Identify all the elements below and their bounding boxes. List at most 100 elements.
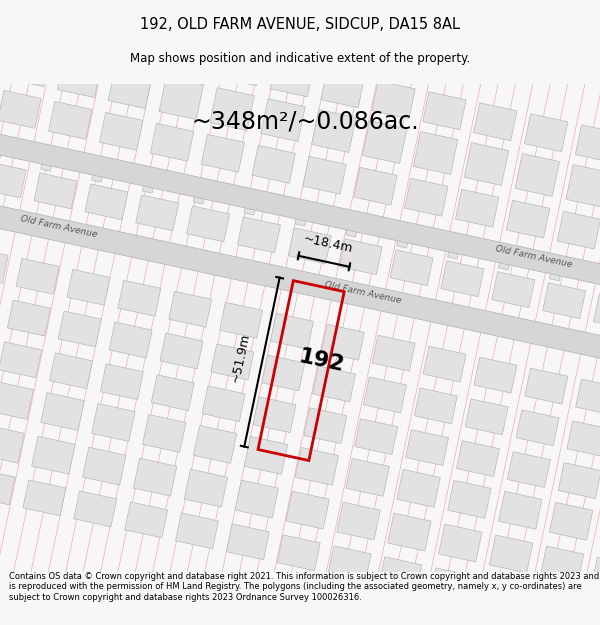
Polygon shape [441, 261, 484, 297]
Polygon shape [346, 459, 389, 496]
Polygon shape [83, 448, 126, 485]
Polygon shape [448, 247, 460, 259]
Polygon shape [41, 159, 53, 171]
Polygon shape [328, 546, 371, 582]
Polygon shape [118, 26, 161, 64]
Polygon shape [362, 121, 407, 163]
Polygon shape [524, 114, 568, 152]
Polygon shape [550, 503, 593, 540]
Text: Contains OS data © Crown copyright and database right 2021. This information is : Contains OS data © Crown copyright and d… [9, 572, 599, 602]
Polygon shape [413, 132, 458, 174]
Polygon shape [277, 535, 320, 571]
Polygon shape [423, 92, 466, 130]
Polygon shape [187, 206, 230, 242]
Polygon shape [558, 462, 600, 499]
Polygon shape [397, 236, 409, 248]
Polygon shape [364, 377, 406, 413]
Polygon shape [550, 269, 561, 281]
Polygon shape [238, 217, 280, 252]
Polygon shape [244, 203, 256, 215]
Text: Map shows position and indicative extent of the property.: Map shows position and indicative extent… [130, 52, 470, 65]
Polygon shape [499, 258, 511, 270]
Polygon shape [34, 173, 77, 209]
Polygon shape [406, 430, 449, 466]
Polygon shape [311, 109, 356, 152]
Polygon shape [321, 70, 364, 108]
Polygon shape [67, 269, 110, 305]
Polygon shape [0, 91, 41, 128]
Polygon shape [464, 142, 509, 186]
Polygon shape [0, 425, 24, 463]
Polygon shape [220, 302, 263, 338]
Polygon shape [583, 601, 600, 625]
Polygon shape [74, 491, 117, 527]
Polygon shape [202, 386, 245, 422]
Polygon shape [32, 436, 75, 474]
Polygon shape [109, 322, 152, 358]
Polygon shape [193, 426, 237, 463]
Polygon shape [439, 524, 482, 562]
Polygon shape [372, 81, 415, 119]
Polygon shape [0, 469, 15, 505]
Polygon shape [0, 0, 8, 31]
Polygon shape [58, 311, 101, 347]
Polygon shape [575, 125, 600, 162]
Polygon shape [169, 291, 212, 327]
Polygon shape [108, 66, 152, 109]
Polygon shape [160, 333, 203, 369]
Polygon shape [448, 481, 491, 518]
Polygon shape [593, 294, 600, 329]
Polygon shape [457, 441, 499, 476]
Polygon shape [506, 200, 550, 238]
Polygon shape [143, 414, 186, 452]
Polygon shape [16, 258, 59, 294]
Text: ~18.4m: ~18.4m [302, 232, 353, 255]
Polygon shape [423, 346, 466, 382]
Polygon shape [41, 392, 84, 431]
Polygon shape [92, 404, 135, 441]
Polygon shape [304, 408, 347, 444]
Polygon shape [92, 170, 103, 182]
Polygon shape [7, 300, 50, 336]
Polygon shape [566, 164, 600, 208]
Polygon shape [379, 557, 422, 592]
Polygon shape [0, 0, 600, 350]
Polygon shape [404, 178, 448, 216]
Polygon shape [372, 335, 415, 371]
Polygon shape [289, 228, 331, 264]
Polygon shape [532, 590, 575, 625]
Polygon shape [355, 419, 398, 454]
Polygon shape [415, 388, 457, 424]
Text: 192, OLD FARM AVENUE, SIDCUP, DA15 8AL: 192, OLD FARM AVENUE, SIDCUP, DA15 8AL [140, 17, 460, 32]
Polygon shape [286, 491, 329, 529]
Polygon shape [474, 357, 517, 393]
Polygon shape [575, 379, 600, 415]
Polygon shape [515, 154, 560, 196]
Polygon shape [525, 368, 568, 404]
Polygon shape [337, 502, 380, 540]
Polygon shape [49, 101, 92, 139]
Polygon shape [499, 491, 542, 529]
Polygon shape [253, 397, 296, 432]
Polygon shape [0, 162, 26, 198]
Polygon shape [125, 502, 167, 538]
Polygon shape [58, 55, 102, 98]
Polygon shape [244, 436, 287, 474]
Polygon shape [219, 48, 263, 86]
Text: 192: 192 [297, 346, 346, 376]
Polygon shape [133, 458, 177, 496]
Polygon shape [136, 195, 179, 231]
Polygon shape [516, 410, 559, 446]
Polygon shape [0, 148, 2, 160]
Polygon shape [0, 342, 41, 377]
Polygon shape [481, 579, 524, 614]
Polygon shape [0, 18, 600, 421]
Polygon shape [210, 88, 254, 131]
Polygon shape [0, 248, 8, 283]
Polygon shape [235, 480, 278, 518]
Polygon shape [169, 37, 212, 75]
Text: Old Farm Avenue: Old Farm Avenue [494, 244, 572, 269]
Text: Old Farm Avenue: Old Farm Avenue [20, 214, 98, 239]
Polygon shape [23, 480, 66, 516]
Polygon shape [211, 344, 254, 380]
